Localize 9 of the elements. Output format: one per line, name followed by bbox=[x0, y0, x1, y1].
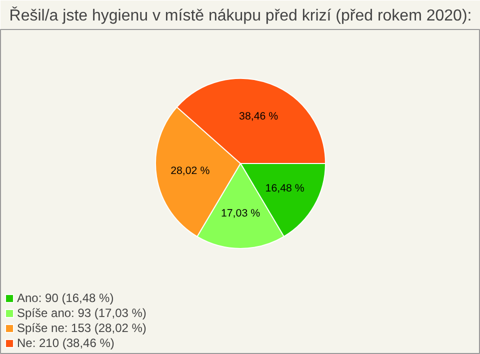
legend-label: Ne: 210 (38,46 %) bbox=[17, 336, 114, 350]
chart-title: Řešil/a jste hygienu v místě nákupu před krizí (před rokem 2020): bbox=[9, 6, 472, 24]
legend-label: Ano: 90 (16,48 %) bbox=[17, 291, 114, 305]
data-label: 17,03 % bbox=[220, 208, 261, 220]
data-label: 16,48 % bbox=[265, 182, 305, 194]
legend-label: Spíše ano: 93 (17,03 %) bbox=[17, 306, 146, 320]
legend-label: Spíše ne: 153 (28,02 %) bbox=[17, 321, 146, 335]
data-label: 28,02 % bbox=[170, 165, 210, 178]
data-label: 38,46 % bbox=[239, 110, 279, 122]
